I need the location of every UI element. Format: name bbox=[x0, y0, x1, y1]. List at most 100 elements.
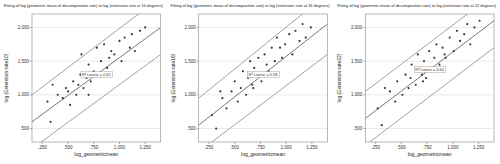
title: Fitting of log (geometric mean of decomp… bbox=[337, 3, 497, 8]
point bbox=[219, 90, 221, 92]
point bbox=[96, 47, 98, 49]
point bbox=[77, 84, 79, 86]
point bbox=[118, 40, 120, 42]
tick-mark bbox=[260, 142, 261, 144]
figure: Fitting of log (geometric mean of decomp… bbox=[0, 0, 500, 164]
title: Fitting of log (geometric mean of decomp… bbox=[4, 3, 164, 8]
tick-label: 1.000 bbox=[114, 145, 126, 150]
annotation: R² Linear = 0.62 bbox=[82, 72, 112, 77]
grid-line bbox=[199, 61, 328, 62]
point bbox=[478, 20, 480, 22]
tick-label: 1.500 bbox=[184, 59, 196, 64]
data-group bbox=[32, 14, 161, 142]
annotation: R² Linear = 0.58 bbox=[249, 72, 279, 77]
grid-line bbox=[32, 27, 161, 28]
tick-label: .500 bbox=[354, 126, 363, 131]
point bbox=[251, 84, 253, 86]
point bbox=[72, 80, 74, 82]
point bbox=[253, 67, 255, 69]
tick-mark bbox=[208, 142, 209, 144]
point bbox=[276, 36, 278, 38]
point bbox=[441, 47, 443, 49]
point bbox=[288, 33, 290, 35]
fit-line bbox=[32, 27, 161, 121]
annotation: R² Linear = 0.60 bbox=[415, 67, 445, 72]
point bbox=[237, 100, 239, 102]
tick-label: 1.000 bbox=[447, 145, 459, 150]
tick-label: 2.000 bbox=[18, 25, 30, 30]
interval-line bbox=[365, 14, 494, 91]
point bbox=[466, 23, 468, 25]
tick-label: 1.250 bbox=[140, 145, 152, 150]
grid-line bbox=[199, 94, 328, 95]
point bbox=[394, 100, 396, 102]
grid-line bbox=[365, 27, 494, 28]
interval-line bbox=[32, 14, 161, 95]
point bbox=[377, 107, 379, 109]
point bbox=[124, 36, 126, 38]
grid-line bbox=[199, 27, 328, 28]
tick-label: .500 bbox=[20, 126, 29, 131]
point bbox=[384, 87, 386, 89]
point bbox=[423, 60, 425, 62]
plot-frame bbox=[199, 14, 328, 142]
point bbox=[433, 57, 435, 59]
tick-mark bbox=[30, 27, 32, 28]
point bbox=[381, 124, 383, 126]
point bbox=[279, 47, 281, 49]
point bbox=[401, 94, 403, 96]
point bbox=[407, 87, 409, 89]
point bbox=[445, 57, 447, 59]
tick-mark bbox=[197, 94, 199, 95]
point bbox=[108, 57, 110, 59]
point bbox=[242, 70, 244, 72]
point bbox=[281, 57, 283, 59]
point bbox=[298, 40, 300, 42]
point bbox=[260, 80, 262, 82]
point bbox=[463, 33, 465, 35]
point bbox=[249, 60, 251, 62]
tick-label: 2.000 bbox=[351, 25, 363, 30]
point bbox=[103, 43, 105, 45]
point bbox=[144, 26, 146, 28]
tick-label: .500 bbox=[187, 126, 196, 131]
point bbox=[67, 90, 69, 92]
point bbox=[257, 57, 259, 59]
annotation-box bbox=[248, 72, 280, 78]
point bbox=[284, 43, 286, 45]
point bbox=[302, 23, 304, 25]
annotation-box bbox=[414, 67, 446, 73]
point bbox=[90, 80, 92, 82]
tick-mark bbox=[93, 142, 94, 144]
tick-mark bbox=[197, 128, 199, 129]
point bbox=[310, 26, 312, 28]
tick-mark bbox=[30, 61, 32, 62]
tick-mark bbox=[363, 128, 365, 129]
tick-mark bbox=[119, 142, 120, 144]
grid-line bbox=[199, 128, 328, 129]
interval-line bbox=[199, 54, 328, 142]
point bbox=[291, 53, 293, 55]
point bbox=[411, 63, 413, 65]
point bbox=[51, 84, 53, 86]
point bbox=[459, 40, 461, 42]
tick-label: .500 bbox=[230, 145, 239, 150]
tick-label: .250 bbox=[371, 145, 380, 150]
panel: Fitting of log (geometric mean of decomp… bbox=[3, 0, 163, 157]
grid-line bbox=[32, 128, 161, 129]
tick-mark bbox=[197, 61, 199, 62]
tick-mark bbox=[286, 142, 287, 144]
tick-mark bbox=[68, 142, 69, 144]
point bbox=[134, 50, 136, 52]
point bbox=[473, 26, 475, 28]
tick-mark bbox=[145, 142, 146, 144]
point bbox=[231, 90, 233, 92]
point bbox=[410, 77, 412, 79]
point bbox=[82, 87, 84, 89]
tick-label: .750 bbox=[423, 145, 432, 150]
tick-mark bbox=[452, 142, 453, 144]
tick-label: 1.000 bbox=[18, 92, 30, 97]
point bbox=[469, 43, 471, 45]
tick-label: 1.000 bbox=[184, 92, 196, 97]
tick-label: .250 bbox=[205, 145, 214, 150]
